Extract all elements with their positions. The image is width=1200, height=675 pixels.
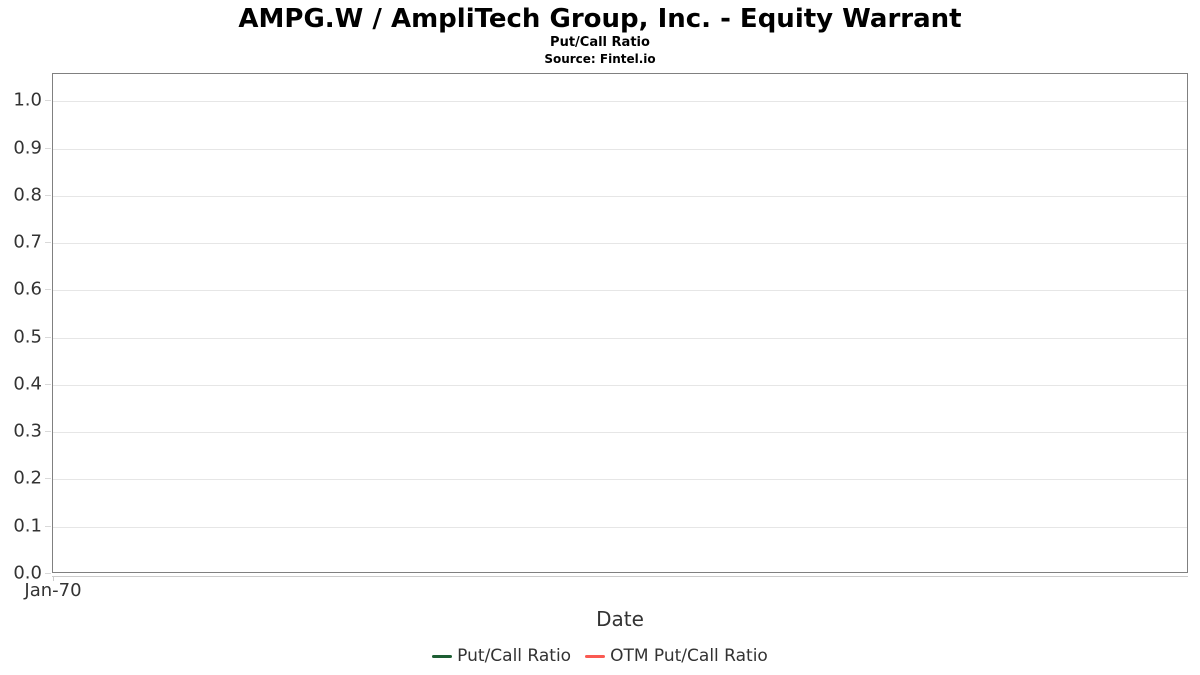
y-axis-tick bbox=[45, 383, 51, 385]
x-axis-tick-label: Jan-70 bbox=[24, 580, 82, 601]
chart-title: AMPG.W / AmpliTech Group, Inc. - Equity … bbox=[238, 4, 962, 34]
legend-line-marker bbox=[585, 654, 606, 658]
legend-label: Put/Call Ratio bbox=[457, 646, 572, 666]
legend-item[interactable]: Put/Call Ratio bbox=[432, 646, 571, 666]
y-axis-tick-label: 0.4 bbox=[13, 373, 42, 395]
gridline bbox=[53, 526, 1187, 528]
y-axis-tick bbox=[45, 525, 51, 527]
gridline bbox=[53, 243, 1187, 245]
y-axis-tick-label: 0.7 bbox=[13, 231, 42, 253]
gridline bbox=[53, 148, 1187, 150]
gridline bbox=[53, 384, 1187, 386]
chart-source: Source: Fintel.io bbox=[544, 52, 656, 66]
plot-area bbox=[52, 73, 1188, 573]
y-axis-tick-label: 0.9 bbox=[13, 137, 42, 159]
y-axis-tick bbox=[45, 194, 51, 196]
x-axis-title: Date bbox=[596, 607, 644, 631]
y-axis-tick-label: 0.0 bbox=[13, 562, 42, 584]
y-axis-tick bbox=[45, 336, 51, 338]
gridline bbox=[53, 479, 1187, 481]
y-axis: 0.0 0.1 0.2 0.3 0.4 0.5 0.6 0.7 0.8 0.9 1.0 bbox=[0, 73, 52, 584]
gridline bbox=[53, 101, 1187, 103]
gridline bbox=[53, 337, 1187, 339]
x-axis-tick bbox=[53, 577, 54, 581]
gridline bbox=[53, 195, 1187, 197]
y-axis-tick bbox=[45, 431, 51, 433]
y-axis-tick bbox=[45, 478, 51, 480]
y-axis-tick-label: 0.3 bbox=[13, 420, 42, 442]
legend-line-marker bbox=[432, 654, 453, 658]
gridline bbox=[53, 290, 1187, 292]
legend: Put/Call Ratio OTM Put/Call Ratio bbox=[0, 646, 1200, 666]
gridline bbox=[53, 432, 1187, 434]
y-axis-tick bbox=[45, 242, 51, 244]
chart-subtitle: Put/Call Ratio bbox=[550, 35, 650, 50]
y-axis-tick-label: 0.5 bbox=[13, 326, 42, 348]
y-axis-tick-label: 0.6 bbox=[13, 278, 42, 300]
y-axis-tick bbox=[45, 100, 51, 102]
legend-item[interactable]: OTM Put/Call Ratio bbox=[585, 646, 768, 666]
legend-label: OTM Put/Call Ratio bbox=[610, 646, 768, 666]
y-axis-tick-label: 1.0 bbox=[13, 89, 42, 111]
x-axis-line bbox=[52, 576, 1188, 577]
y-axis-tick bbox=[45, 289, 51, 291]
y-axis-tick bbox=[45, 573, 51, 574]
y-axis-tick bbox=[45, 147, 51, 149]
y-axis-tick-label: 0.2 bbox=[13, 467, 42, 489]
y-axis-tick-label: 0.8 bbox=[13, 184, 42, 206]
y-axis-tick-label: 0.1 bbox=[13, 515, 42, 537]
